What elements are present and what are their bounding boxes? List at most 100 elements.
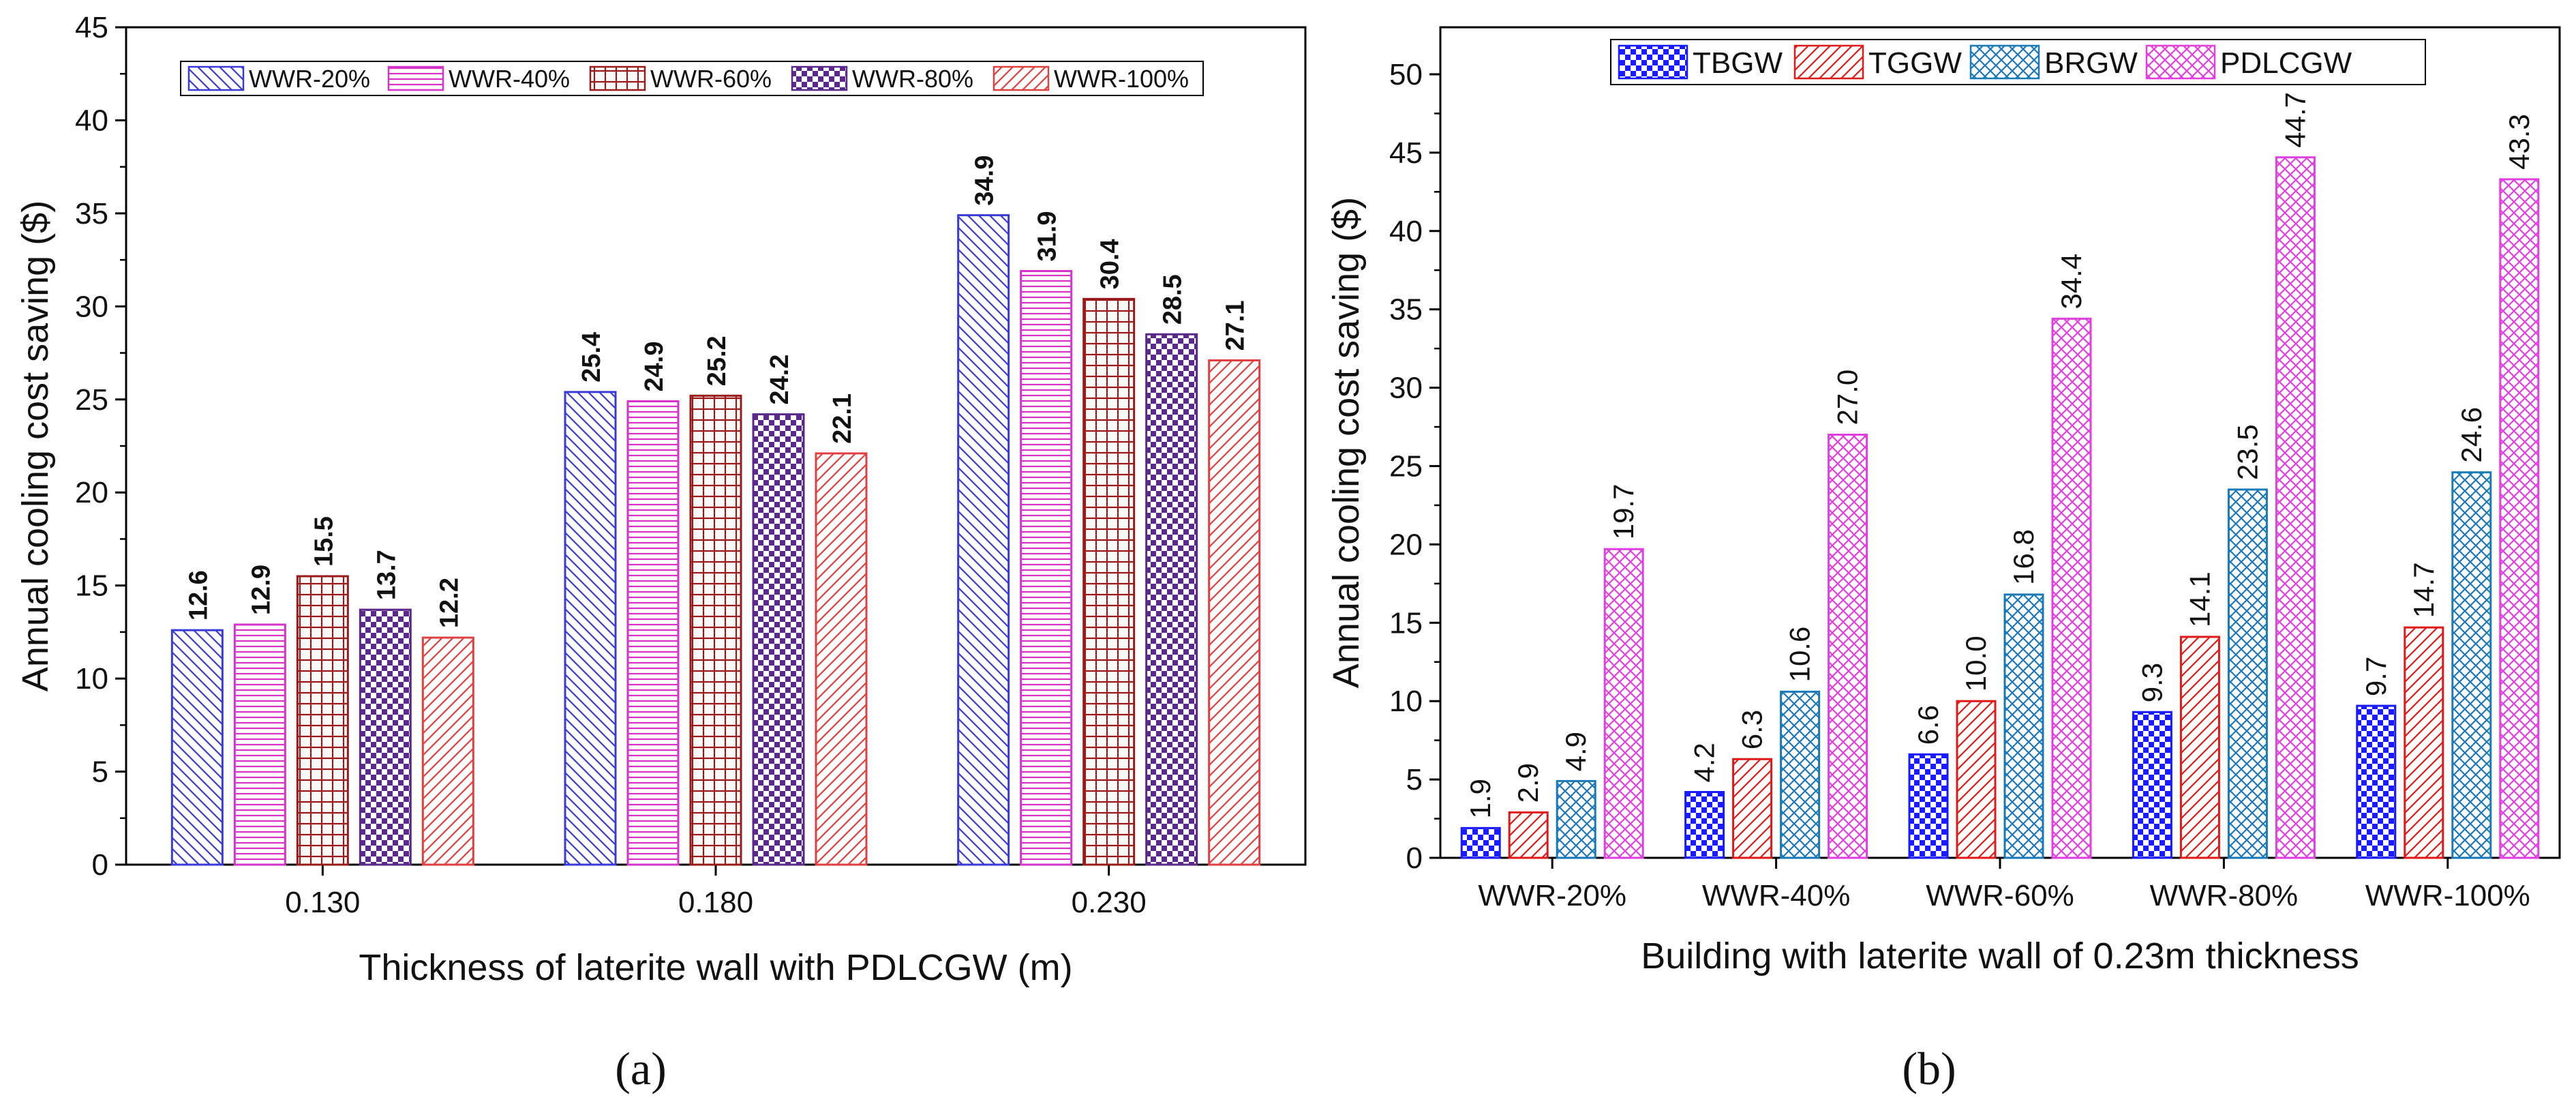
x-tick-label: WWR-60% bbox=[1926, 879, 2074, 912]
data-label: 4.9 bbox=[1560, 732, 1592, 771]
bar bbox=[1082, 297, 1136, 866]
x-tick-label: WWR-80% bbox=[2150, 879, 2299, 912]
legend-label: TBGW bbox=[1693, 46, 1783, 80]
bar bbox=[2003, 593, 2044, 859]
bar bbox=[1732, 758, 1773, 859]
chart-b-panel-label: (b) bbox=[1902, 1043, 1956, 1094]
bar bbox=[1908, 753, 1949, 859]
bar bbox=[2404, 626, 2444, 859]
y-tick-label: 25 bbox=[75, 383, 108, 417]
y-tick-label: 10 bbox=[75, 662, 108, 696]
y-tick-label: 30 bbox=[1389, 372, 1423, 405]
data-label: 43.3 bbox=[2503, 114, 2535, 170]
bar bbox=[2051, 317, 2092, 859]
data-label: 34.9 bbox=[971, 155, 999, 206]
bar bbox=[1684, 790, 1725, 859]
y-tick-label: 45 bbox=[1389, 136, 1423, 170]
y-tick-label: 20 bbox=[1389, 528, 1423, 561]
legend-label: WWR-80% bbox=[852, 65, 973, 93]
legend-label: WWR-100% bbox=[1054, 65, 1189, 93]
y-tick-label: 35 bbox=[75, 197, 108, 230]
x-tick-label: WWR-100% bbox=[2365, 879, 2530, 912]
data-label: 27.1 bbox=[1222, 301, 1250, 351]
bar bbox=[2356, 704, 2397, 859]
bar bbox=[1145, 333, 1198, 866]
chart-a-bars: 12.6 12.9 15.5 13.7 12.2 25.4 24.9 25.2 24.2 22.1… bbox=[170, 155, 1261, 866]
bar bbox=[1956, 700, 1997, 859]
bar bbox=[296, 575, 349, 866]
data-label: 10.6 bbox=[1784, 627, 1816, 683]
data-label: 25.4 bbox=[577, 332, 606, 383]
data-label: 34.4 bbox=[2055, 254, 2087, 310]
chart-a-y-axis: 0 5 10 15 20 25 30 35 40 45 bbox=[75, 11, 126, 882]
chart-b: 0 5 10 15 20 25 30 35 40 45 50 WWR-20% WWR-40% WWR-6… bbox=[1326, 26, 2561, 1094]
y-tick-label: 15 bbox=[1389, 606, 1423, 640]
bar bbox=[1828, 434, 1868, 859]
bar bbox=[957, 214, 1010, 866]
bar bbox=[2179, 636, 2220, 859]
bar bbox=[170, 629, 224, 866]
y-tick-label: 0 bbox=[1406, 841, 1423, 875]
data-label: 31.9 bbox=[1033, 211, 1062, 262]
bar bbox=[1208, 359, 1261, 866]
data-label: 12.2 bbox=[435, 578, 464, 628]
legend-swatch bbox=[187, 65, 245, 91]
data-label: 1.9 bbox=[1464, 779, 1496, 818]
bar bbox=[1556, 779, 1596, 859]
y-tick-label: 35 bbox=[1389, 293, 1423, 327]
bar bbox=[752, 413, 805, 866]
y-tick-label: 40 bbox=[1389, 215, 1423, 248]
chart-a-x-axis: 0.130 0.180 0.230 bbox=[285, 865, 1147, 919]
legend-label: PDLCGW bbox=[2220, 46, 2352, 80]
chart-b-ylabel: Annual cooling cost saving ($) bbox=[1326, 197, 1367, 688]
bar bbox=[2227, 488, 2268, 859]
data-label: 16.8 bbox=[2007, 529, 2040, 585]
data-label: 23.5 bbox=[2231, 424, 2263, 480]
chart-a-xlabel: Thickness of laterite wall with PDLCGW (… bbox=[359, 947, 1072, 988]
chart-b-xlabel: Building with laterite wall of 0.23m thi… bbox=[1641, 936, 2359, 976]
data-label: 24.9 bbox=[640, 342, 669, 392]
x-tick-label: 0.180 bbox=[678, 886, 753, 919]
bar bbox=[626, 400, 680, 866]
bar bbox=[2275, 156, 2316, 859]
bar bbox=[815, 452, 868, 866]
data-label: 44.7 bbox=[2279, 92, 2311, 148]
chart-a-panel-label: (a) bbox=[615, 1043, 666, 1094]
legend-label: TGGW bbox=[1868, 46, 1962, 80]
data-label: 9.3 bbox=[2136, 663, 2168, 702]
bar bbox=[2132, 711, 2172, 859]
bar bbox=[1603, 548, 1644, 859]
y-tick-label: 50 bbox=[1389, 58, 1423, 91]
legend-swatch bbox=[1969, 44, 2040, 80]
bar bbox=[1508, 811, 1549, 859]
legend-label: WWR-60% bbox=[650, 65, 772, 93]
data-label: 14.7 bbox=[2408, 562, 2440, 618]
chart-b-y-axis: 0 5 10 15 20 25 30 35 40 45 50 bbox=[1389, 58, 1440, 875]
bar bbox=[689, 394, 742, 866]
y-tick-label: 45 bbox=[75, 11, 108, 44]
data-label: 12.6 bbox=[184, 570, 213, 621]
data-label: 19.7 bbox=[1607, 484, 1639, 540]
data-label: 28.5 bbox=[1159, 274, 1187, 325]
legend-swatch bbox=[791, 65, 848, 91]
bar bbox=[359, 608, 412, 866]
data-label: 12.9 bbox=[247, 565, 275, 615]
data-label: 10.0 bbox=[1960, 636, 1992, 691]
bar bbox=[564, 391, 617, 866]
bar bbox=[1460, 826, 1501, 859]
legend-label: WWR-40% bbox=[449, 65, 570, 93]
x-tick-label: WWR-20% bbox=[1478, 879, 1626, 912]
chart-a-ylabel: Annual cooling cost saving ($) bbox=[15, 200, 56, 691]
data-label: 14.1 bbox=[2183, 571, 2215, 627]
legend-swatch bbox=[1793, 44, 1864, 80]
data-label: 9.7 bbox=[2360, 657, 2392, 696]
legend-swatch bbox=[992, 65, 1050, 91]
data-label: 30.4 bbox=[1096, 239, 1125, 289]
legend-swatch bbox=[1618, 44, 1688, 80]
data-label: 6.6 bbox=[1912, 705, 1944, 745]
y-tick-label: 25 bbox=[1389, 449, 1423, 483]
legend-swatch bbox=[589, 65, 646, 91]
legend-label: WWR-20% bbox=[249, 65, 370, 93]
y-tick-label: 15 bbox=[75, 569, 108, 603]
